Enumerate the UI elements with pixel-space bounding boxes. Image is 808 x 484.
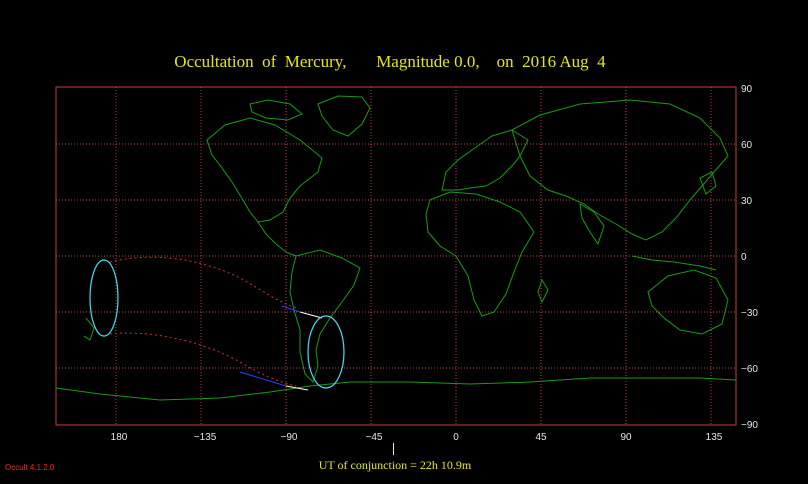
lat-label: 60 xyxy=(741,140,753,151)
lat-label: 30 xyxy=(741,196,753,207)
coastlines xyxy=(55,95,737,401)
lon-label: 180 xyxy=(110,432,128,443)
path-center-north xyxy=(281,305,301,313)
path-south-limit xyxy=(109,332,297,387)
path-north-limit xyxy=(109,256,297,309)
software-version: Occult 4.1.2.0 xyxy=(5,463,55,472)
coast-asia xyxy=(511,99,729,241)
coast-africa xyxy=(425,191,535,317)
coast-australia xyxy=(647,269,729,335)
conjunction-marker xyxy=(393,443,394,455)
coast-indonesia xyxy=(631,255,717,271)
coast-central-america xyxy=(257,221,297,257)
lat-label: 90 xyxy=(741,84,753,95)
lat-label: −30 xyxy=(741,308,758,319)
coast-japan xyxy=(699,171,717,195)
coast-india xyxy=(579,203,605,246)
coast-south-america xyxy=(289,249,361,383)
rise-set-limit-east xyxy=(307,315,345,389)
coast-madagascar xyxy=(537,278,549,304)
occultation-path xyxy=(89,256,345,391)
conjunction-time-label: UT of conjunction = 22h 10.9m xyxy=(318,458,472,472)
lon-label: −135 xyxy=(193,432,217,443)
chart-title: Occultation of Mercury, Magnitude 0.0, o… xyxy=(174,52,606,71)
lat-label: −60 xyxy=(741,364,758,375)
coast-antarctica xyxy=(55,377,737,401)
lon-label: −90 xyxy=(280,432,298,443)
coast-greenland xyxy=(317,95,371,137)
coast-arctic-islands xyxy=(249,99,303,121)
path-white-south xyxy=(285,385,309,391)
lon-label: 90 xyxy=(620,432,632,443)
coast-new-zealand xyxy=(83,317,95,341)
lon-label: 135 xyxy=(705,432,723,443)
coast-north-america xyxy=(206,117,323,223)
path-white-north xyxy=(299,311,323,319)
coast-europe xyxy=(441,129,529,191)
lat-label: −90 xyxy=(741,420,758,431)
lon-label: 45 xyxy=(535,432,547,443)
path-center-south xyxy=(239,371,287,387)
lon-label: 0 xyxy=(453,432,459,443)
lat-label: 0 xyxy=(741,252,747,263)
rise-set-limit-west xyxy=(89,259,119,337)
lon-label: −45 xyxy=(365,432,383,443)
